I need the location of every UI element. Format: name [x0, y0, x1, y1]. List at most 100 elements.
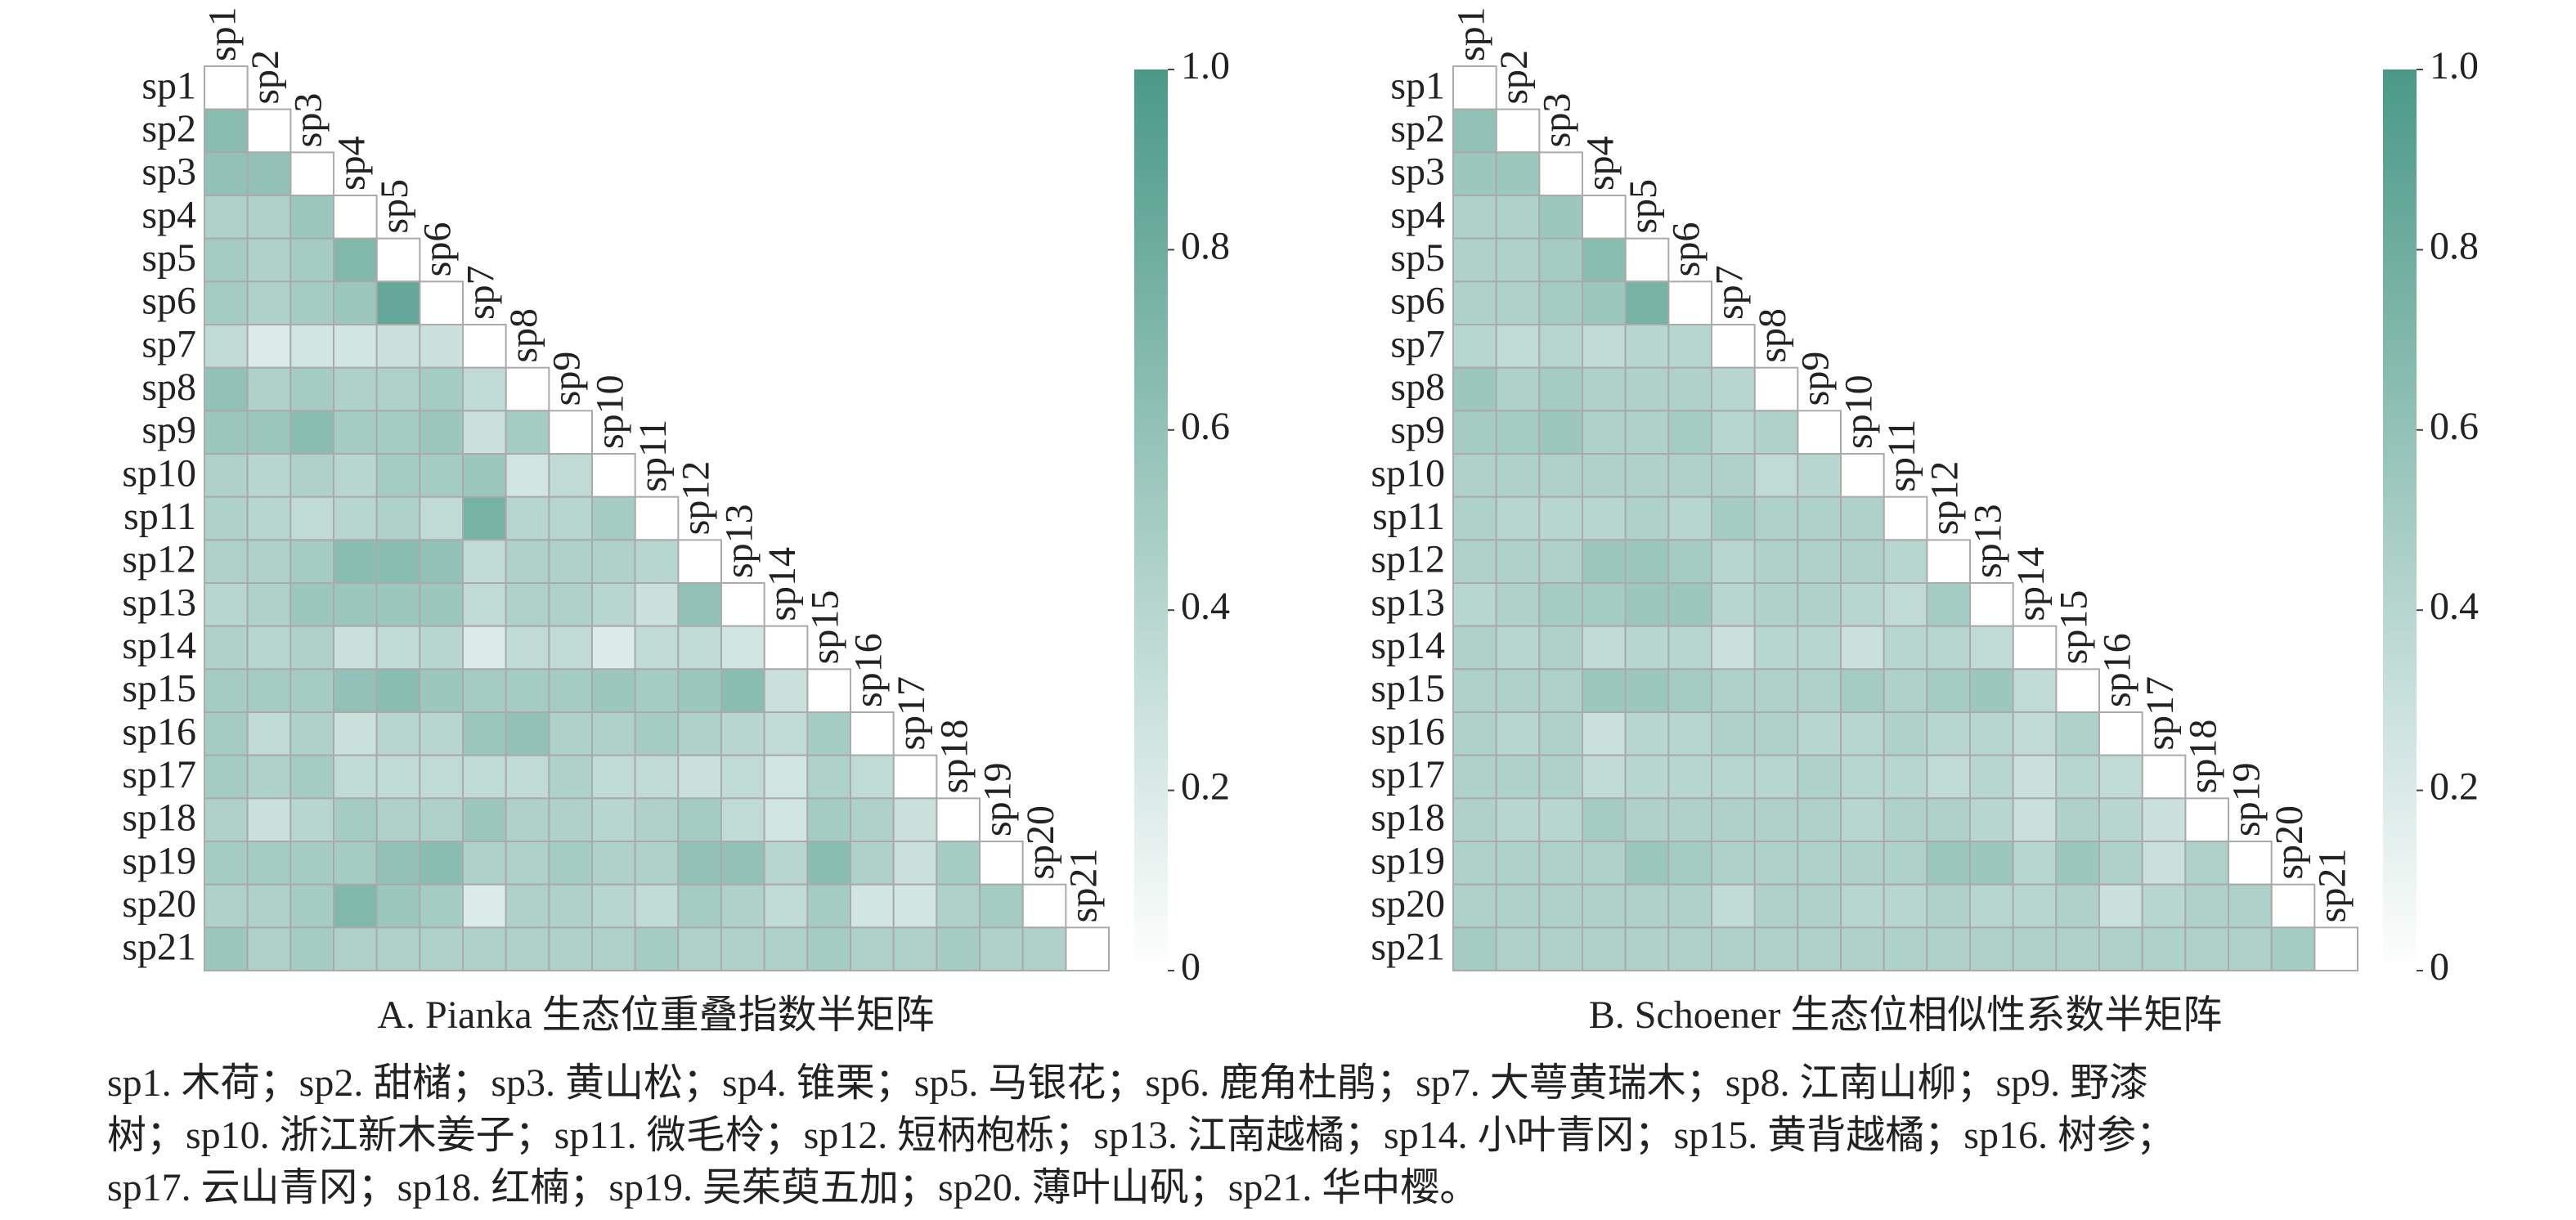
footnote-line: 树；sp10. 浙江新木姜子；sp11. 微毛柃；sp12. 短柄枹栎；sp13… [107, 1114, 2175, 1157]
cell [1624, 280, 1670, 326]
cell [591, 582, 636, 627]
diagonal-cell [936, 797, 981, 842]
cell [1582, 237, 1627, 283]
cell [806, 883, 851, 929]
cell [289, 280, 335, 326]
cell [2012, 841, 2058, 886]
diagonal-cell [1797, 410, 1842, 455]
cell [1495, 453, 1541, 498]
cell [462, 582, 507, 627]
cell [1667, 754, 1713, 800]
cell [246, 195, 292, 240]
cell [1926, 668, 1971, 713]
diagonal-cell [1495, 108, 1541, 154]
diagonal-cell [204, 65, 249, 110]
cell [505, 668, 550, 713]
cell [246, 797, 292, 842]
cell [246, 625, 292, 671]
cell [505, 883, 550, 929]
cell [462, 841, 507, 886]
cell [1624, 366, 1670, 412]
column-label: sp4 [330, 136, 373, 191]
cell [1840, 496, 1885, 541]
cell [419, 668, 464, 713]
cell [806, 754, 851, 800]
cell [1883, 625, 1928, 671]
cell [548, 797, 593, 842]
cell [333, 711, 378, 756]
diagonal-cell [333, 195, 378, 240]
cell [936, 883, 981, 929]
cell [720, 841, 765, 886]
row-label: sp9 [141, 409, 196, 452]
cell [375, 625, 421, 671]
cell [419, 841, 464, 886]
row-label: sp1 [141, 64, 196, 107]
cell [1624, 841, 1670, 886]
cell [1538, 366, 1584, 412]
heatmap: sp1sp1sp2sp2sp3sp3sp4sp4sp5sp5sp6sp6sp7s… [1371, 7, 2479, 1037]
column-label: sp15 [2053, 590, 2096, 665]
cell [375, 582, 421, 627]
cell [1452, 582, 1497, 627]
cell [1667, 496, 1713, 541]
cell [2228, 926, 2273, 972]
cell [1969, 625, 2014, 671]
cell [2141, 841, 2187, 886]
cell [204, 926, 249, 972]
cell [591, 926, 636, 972]
cell [1495, 366, 1541, 412]
cell [1538, 453, 1584, 498]
cell [1667, 625, 1713, 671]
cell [720, 668, 765, 713]
cell [1883, 797, 1928, 842]
column-label: sp6 [416, 222, 460, 277]
column-label: sp8 [502, 308, 545, 363]
cell [1797, 926, 1842, 972]
cell [333, 668, 378, 713]
cell [1624, 496, 1670, 541]
cell [289, 366, 335, 412]
column-label: sp19 [976, 762, 1019, 837]
cell [763, 797, 809, 842]
cell [1926, 711, 1971, 756]
cell [1883, 582, 1928, 627]
column-label: sp7 [459, 265, 502, 320]
cell [548, 711, 593, 756]
column-label: sp19 [2224, 762, 2268, 837]
cell [246, 711, 292, 756]
cell [289, 797, 335, 842]
cell [1624, 883, 1670, 929]
cell [505, 539, 550, 584]
column-label: sp16 [2095, 633, 2138, 707]
cell [289, 324, 335, 369]
cell [289, 711, 335, 756]
cell [1926, 754, 1971, 800]
cell [1883, 539, 1928, 584]
cell [1624, 324, 1670, 369]
cell [806, 841, 851, 886]
cell [2098, 841, 2143, 886]
diagonal-cell [462, 324, 507, 369]
cell [1667, 453, 1713, 498]
cell [505, 410, 550, 455]
cell [979, 926, 1024, 972]
row-label: sp7 [1390, 322, 1445, 366]
cell [1667, 926, 1713, 972]
cell [204, 195, 249, 240]
cell [1495, 324, 1541, 369]
cell [1495, 797, 1541, 842]
cell [1753, 754, 1799, 800]
cell [1711, 841, 1756, 886]
cell [204, 108, 249, 154]
cell [505, 754, 550, 800]
row-label: sp12 [122, 538, 196, 581]
cell [1452, 237, 1497, 283]
cell [419, 711, 464, 756]
cell [462, 668, 507, 713]
diagonal-cell [2228, 841, 2273, 886]
diagonal-cell [289, 151, 335, 196]
cell [462, 711, 507, 756]
cell [1667, 324, 1713, 369]
